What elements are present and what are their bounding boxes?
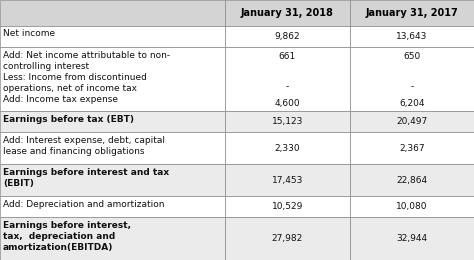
Text: 20,497: 20,497: [396, 117, 428, 126]
Bar: [225, 111, 349, 132]
Bar: [0, 217, 225, 260]
Bar: [349, 26, 474, 47]
Text: 15,123: 15,123: [272, 117, 303, 126]
Text: 10,080: 10,080: [396, 202, 428, 211]
Text: 32,944: 32,944: [396, 234, 428, 243]
Bar: [0, 164, 225, 196]
Text: Earnings before interest and tax
(EBIT): Earnings before interest and tax (EBIT): [3, 168, 169, 188]
Bar: [225, 164, 349, 196]
Bar: [349, 164, 474, 196]
Text: -: -: [286, 82, 289, 91]
Text: Net income: Net income: [3, 29, 55, 38]
Bar: [0, 26, 225, 47]
Text: 650: 650: [403, 52, 420, 61]
Text: January 31, 2018: January 31, 2018: [241, 8, 334, 18]
Text: 22,864: 22,864: [396, 176, 428, 185]
Bar: [0, 132, 225, 164]
Bar: [0, 0, 225, 26]
Bar: [349, 47, 474, 111]
Text: 2,367: 2,367: [399, 144, 425, 153]
Text: 661: 661: [279, 52, 296, 61]
Bar: [225, 196, 349, 217]
Text: 27,982: 27,982: [272, 234, 303, 243]
Bar: [0, 47, 225, 111]
Text: 6,204: 6,204: [399, 99, 425, 108]
Text: January 31, 2017: January 31, 2017: [365, 8, 458, 18]
Bar: [349, 132, 474, 164]
Text: 10,529: 10,529: [272, 202, 303, 211]
Bar: [0, 111, 225, 132]
Text: Earnings before interest,
tax,  depreciation and
amortization(EBITDA): Earnings before interest, tax, depreciat…: [3, 221, 131, 252]
Text: 17,453: 17,453: [272, 176, 303, 185]
Text: Add: Depreciation and amortization: Add: Depreciation and amortization: [3, 200, 164, 209]
Text: Add: Interest expense, debt, capital
lease and financing obligations: Add: Interest expense, debt, capital lea…: [3, 136, 165, 156]
Bar: [349, 196, 474, 217]
Bar: [349, 111, 474, 132]
Bar: [225, 26, 349, 47]
Text: 13,643: 13,643: [396, 32, 428, 41]
Text: 9,862: 9,862: [274, 32, 300, 41]
Text: 4,600: 4,600: [274, 99, 300, 108]
Bar: [225, 132, 349, 164]
Text: Add: Net income attributable to non-
controlling interest
Less: Income from disc: Add: Net income attributable to non- con…: [3, 51, 170, 104]
Bar: [225, 0, 349, 26]
Bar: [349, 217, 474, 260]
Text: -: -: [410, 82, 413, 91]
Text: 2,330: 2,330: [274, 144, 300, 153]
Text: Earnings before tax (EBT): Earnings before tax (EBT): [3, 115, 134, 123]
Bar: [349, 0, 474, 26]
Bar: [0, 196, 225, 217]
Bar: [225, 217, 349, 260]
Bar: [225, 47, 349, 111]
